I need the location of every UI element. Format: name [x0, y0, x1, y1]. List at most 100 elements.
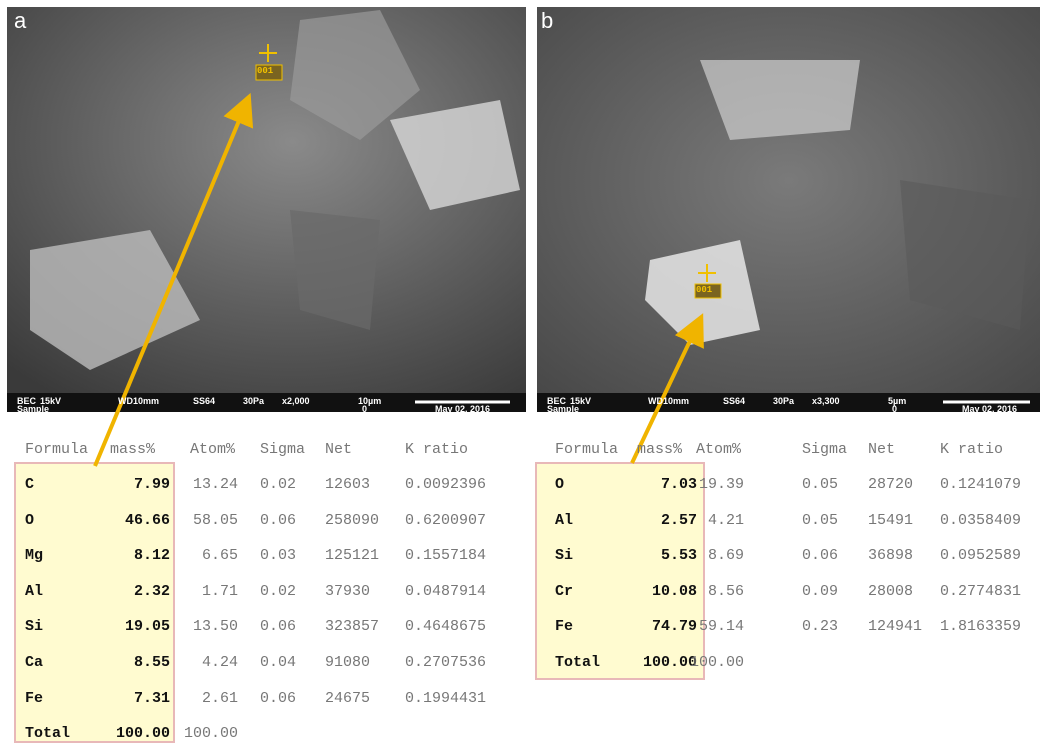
cell: 0.06: [802, 547, 838, 565]
info-text: WD10mm: [118, 396, 159, 406]
cell-highlight: 5.53: [661, 547, 697, 565]
info-text: May 02, 2016: [962, 404, 1017, 414]
cell-highlight: 8.55: [134, 654, 170, 672]
info-text: SS64: [193, 396, 215, 406]
info-text: 30Pa: [243, 396, 264, 406]
cell: 12603: [325, 476, 370, 494]
table-header: Sigma: [260, 441, 305, 459]
cell: 0.02: [260, 476, 296, 494]
cell: 13.50: [193, 618, 238, 636]
cell: 0.0358409: [940, 512, 1021, 530]
cell: 0.2707536: [405, 654, 486, 672]
cell-highlight: Total: [25, 725, 70, 743]
cell-highlight: 46.66: [125, 512, 170, 530]
panel-label: b: [541, 8, 553, 34]
info-text: 15kV: [40, 396, 61, 406]
cell: 13.24: [193, 476, 238, 494]
cell-highlight: Si: [555, 547, 573, 565]
cell: 6.65: [202, 547, 238, 565]
panel-label: a: [14, 8, 26, 34]
cell-highlight: Mg: [25, 547, 43, 565]
info-text: WD10mm: [648, 396, 689, 406]
cell: 0.06: [260, 512, 296, 530]
cell: 1.71: [202, 583, 238, 601]
table-header: Formula: [25, 441, 88, 459]
cell: 24675: [325, 690, 370, 708]
cell-highlight: 7.31: [134, 690, 170, 708]
cell: 1.8163359: [940, 618, 1021, 636]
table-header: mass%: [637, 441, 682, 459]
cell-highlight: Al: [555, 512, 573, 530]
cell: 0.0952589: [940, 547, 1021, 565]
cell-highlight: C: [25, 476, 34, 494]
cell-highlight: O: [25, 512, 34, 530]
cell: 0.06: [260, 690, 296, 708]
info-text: May 02, 2016: [435, 404, 490, 414]
cell: 0.02: [260, 583, 296, 601]
arrow: [95, 104, 246, 466]
figure: a001BECSample15kVWD10mmSS6430Pax2,00010µ…: [0, 0, 1042, 743]
cell: 124941: [868, 618, 922, 636]
table-header: K ratio: [940, 441, 1003, 459]
cell: 0.05: [802, 476, 838, 494]
cell: 0.0092396: [405, 476, 486, 494]
cell: 0.1241079: [940, 476, 1021, 494]
cell: 4.21: [708, 512, 744, 530]
table-header: Atom%: [696, 441, 741, 459]
cell: 37930: [325, 583, 370, 601]
table-header: Atom%: [190, 441, 235, 459]
table-header: Net: [868, 441, 895, 459]
table-header: Formula: [555, 441, 618, 459]
cell-highlight: Al: [25, 583, 43, 601]
table-header: Sigma: [802, 441, 847, 459]
cell: 0.1557184: [405, 547, 486, 565]
cell: 258090: [325, 512, 379, 530]
cell-highlight: Fe: [25, 690, 43, 708]
cell-highlight: 8.12: [134, 547, 170, 565]
table-header: K ratio: [405, 441, 468, 459]
cell: 58.05: [193, 512, 238, 530]
cell: 4.24: [202, 654, 238, 672]
cell-highlight: Fe: [555, 618, 573, 636]
cell-highlight: 7.03: [661, 476, 697, 494]
cell: 100.00: [690, 654, 744, 672]
marker-label: 001: [257, 66, 273, 76]
cell: 0.04: [260, 654, 296, 672]
cell-highlight: 19.05: [125, 618, 170, 636]
cell: 0.2774831: [940, 583, 1021, 601]
cell: 0.23: [802, 618, 838, 636]
cell: 8.69: [708, 547, 744, 565]
cell-highlight: 10.08: [652, 583, 697, 601]
cell: 0.09: [802, 583, 838, 601]
cell-highlight: 2.57: [661, 512, 697, 530]
cell: 0.0487914: [405, 583, 486, 601]
cell: 15491: [868, 512, 913, 530]
cell-highlight: Cr: [555, 583, 573, 601]
cell-highlight: Si: [25, 618, 43, 636]
cell: 28720: [868, 476, 913, 494]
cell: 28008: [868, 583, 913, 601]
cell-highlight: Ca: [25, 654, 43, 672]
marker-label: 001: [696, 285, 712, 295]
cell: 59.14: [699, 618, 744, 636]
cell-highlight: 2.32: [134, 583, 170, 601]
info-text: SS64: [723, 396, 745, 406]
info-text: 30Pa: [773, 396, 794, 406]
cell: 0.03: [260, 547, 296, 565]
cell-highlight: 100.00: [643, 654, 697, 672]
info-text: 0: [892, 404, 897, 414]
cell: 0.6200907: [405, 512, 486, 530]
info-text: 15kV: [570, 396, 591, 406]
cell: 2.61: [202, 690, 238, 708]
crosshair: [259, 44, 716, 282]
cell-highlight: 100.00: [116, 725, 170, 743]
cell-highlight: 7.99: [134, 476, 170, 494]
info-text: x2,000: [282, 396, 310, 406]
info-text: 0: [362, 404, 367, 414]
cell: 100.00: [184, 725, 238, 743]
table-header: Net: [325, 441, 352, 459]
cell: 0.05: [802, 512, 838, 530]
cell-highlight: Total: [555, 654, 600, 672]
cell: 91080: [325, 654, 370, 672]
cell-highlight: 74.79: [652, 618, 697, 636]
